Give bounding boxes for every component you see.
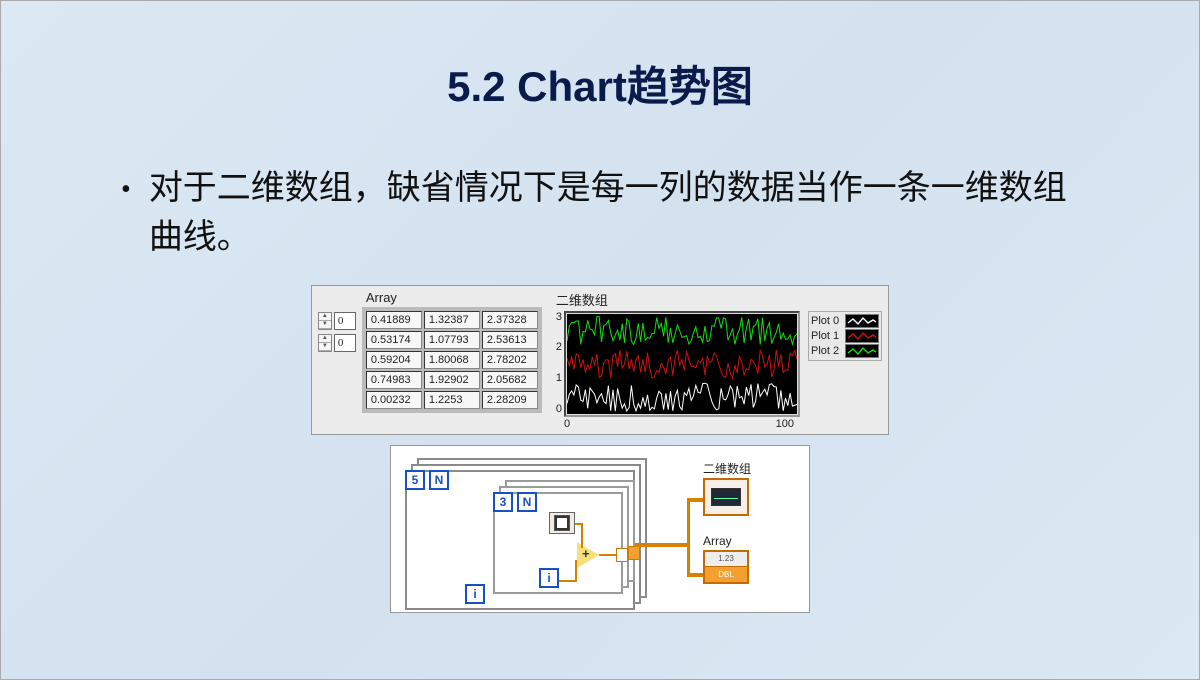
array-terminal-top: 1.23 <box>705 552 747 568</box>
auto-index-tunnel[interactable] <box>628 546 640 560</box>
block-diagram-screenshot: 5 N i 3 N i + <box>390 445 810 613</box>
ytick: 3 <box>556 311 562 323</box>
inner-loop-N-terminal: N <box>517 492 537 512</box>
table-row: 0.002321.22532.28209 <box>366 391 538 409</box>
legend-swatch <box>845 314 879 328</box>
ytick: 0 <box>556 403 562 415</box>
array-terminal-type: DBL <box>705 567 747 582</box>
wire <box>559 580 575 582</box>
array-terminal-label: Array <box>703 534 732 548</box>
outer-loop-N-terminal: N <box>429 470 449 490</box>
table-row: 0.592041.800682.78202 <box>366 351 538 369</box>
wire-2d-array <box>687 573 703 577</box>
array-cell[interactable]: 1.07793 <box>424 331 480 349</box>
inner-loop-i-terminal: i <box>539 568 559 588</box>
chart-y-axis: 3 2 1 0 <box>556 311 562 415</box>
chart-plot-area[interactable] <box>567 314 797 414</box>
chart-plot-frame <box>564 311 800 417</box>
chart-terminal-label: 二维数组 <box>703 460 751 477</box>
legend-item[interactable]: Plot 0 <box>811 314 879 328</box>
array-row-index-control[interactable]: ▲▼ 0 <box>318 312 356 330</box>
slide-title: 5.2 Chart趋势图 <box>1 53 1199 114</box>
bullet-item: • 对于二维数组，缺省情况下是每一列的数据当作一条一维数组曲线。 <box>121 164 1089 263</box>
inner-for-loop[interactable]: 3 N i + <box>493 492 623 594</box>
array-cell[interactable]: 0.59204 <box>366 351 422 369</box>
array-cell[interactable]: 0.53174 <box>366 331 422 349</box>
array-cell[interactable]: 2.78202 <box>482 351 538 369</box>
array-cell[interactable]: 1.32387 <box>424 311 480 329</box>
outer-for-loop[interactable]: 5 N i 3 N i + <box>405 470 635 610</box>
stepper-icon: ▲▼ <box>318 334 332 352</box>
ytick: 2 <box>556 341 562 353</box>
wire-2d-array <box>687 498 703 502</box>
array-cell[interactable]: 2.37328 <box>482 311 538 329</box>
xtick: 0 <box>564 418 570 430</box>
xtick: 100 <box>776 418 794 430</box>
legend-label: Plot 0 <box>811 315 839 327</box>
front-panel-screenshot: ▲▼ 0 ▲▼ 0 Array 0.418891.323872.37328 0.5… <box>311 285 889 435</box>
array-cell[interactable]: 0.74983 <box>366 371 422 389</box>
array-cell[interactable]: 1.2253 <box>424 391 480 409</box>
waveform-chart: 二维数组 3 2 1 0 0 100 <box>556 290 882 430</box>
legend-label: Plot 2 <box>811 345 839 357</box>
auto-index-tunnel[interactable] <box>616 548 628 562</box>
array-cell[interactable]: 1.92902 <box>424 371 480 389</box>
array-index-column: ▲▼ 0 ▲▼ 0 <box>318 312 356 352</box>
array-cell[interactable]: 1.80068 <box>424 351 480 369</box>
figures-region: ▲▼ 0 ▲▼ 0 Array 0.418891.323872.37328 0.5… <box>1 285 1199 613</box>
wire <box>581 523 583 548</box>
array-indicator-terminal[interactable]: 1.23 DBL <box>703 550 749 584</box>
outer-loop-count-constant[interactable]: 5 <box>405 470 425 490</box>
table-row: 0.749831.929022.05682 <box>366 371 538 389</box>
array-cell[interactable]: 0.41889 <box>366 311 422 329</box>
table-row: 0.531741.077932.53613 <box>366 331 538 349</box>
wire <box>575 560 577 582</box>
wire-2d-array <box>635 543 689 547</box>
add-symbol: + <box>582 546 590 561</box>
bullet-dot: • <box>121 164 131 263</box>
legend-swatch <box>845 344 879 358</box>
chart-terminal[interactable] <box>703 478 749 516</box>
legend-swatch <box>845 329 879 343</box>
wire-2d-array <box>687 498 690 576</box>
array-grid: Array 0.418891.323872.37328 0.531741.0779… <box>362 290 542 413</box>
chart-x-axis: 0 100 <box>564 418 794 430</box>
table-row: 0.418891.323872.37328 <box>366 311 538 329</box>
legend-item[interactable]: Plot 1 <box>811 329 879 343</box>
chart-series-line <box>567 383 797 411</box>
inner-loop-count-constant[interactable]: 3 <box>493 492 513 512</box>
outer-loop-i-terminal: i <box>465 584 485 604</box>
array-cell[interactable]: 2.28209 <box>482 391 538 409</box>
chart-legend[interactable]: Plot 0 Plot 1 Plot 2 <box>808 311 882 361</box>
chart-series-line <box>567 316 797 344</box>
chart-series-line <box>567 350 797 378</box>
random-number-node[interactable] <box>549 512 575 534</box>
array-row-index-value[interactable]: 0 <box>334 312 356 330</box>
array-col-index-value[interactable]: 0 <box>334 334 356 352</box>
array-cell[interactable]: 2.05682 <box>482 371 538 389</box>
stepper-icon: ▲▼ <box>318 312 332 330</box>
array-control: ▲▼ 0 ▲▼ 0 Array 0.418891.323872.37328 0.5… <box>318 290 542 413</box>
bullet-text: 对于二维数组，缺省情况下是每一列的数据当作一条一维数组曲线。 <box>149 164 1089 263</box>
array-cell[interactable]: 2.53613 <box>482 331 538 349</box>
array-label: Array <box>366 290 542 305</box>
legend-label: Plot 1 <box>811 330 839 342</box>
array-table: 0.418891.323872.37328 0.531741.077932.536… <box>362 307 542 413</box>
ytick: 1 <box>556 372 562 384</box>
array-cell[interactable]: 0.00232 <box>366 391 422 409</box>
legend-item[interactable]: Plot 2 <box>811 344 879 358</box>
array-col-index-control[interactable]: ▲▼ 0 <box>318 334 356 352</box>
chart-label: 二维数组 <box>556 290 882 309</box>
